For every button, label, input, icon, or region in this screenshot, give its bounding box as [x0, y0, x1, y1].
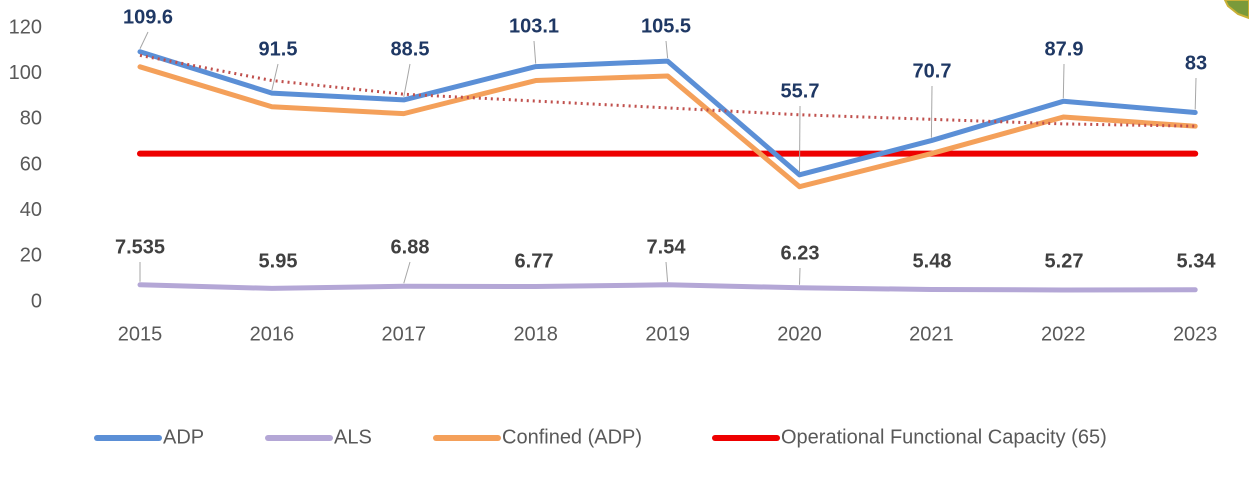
leader-line [139, 31, 149, 49]
data-label: 83 [1185, 52, 1207, 74]
data-label: 7.54 [647, 236, 687, 258]
series-line [137, 64, 1198, 190]
data-label: 5.48 [913, 250, 952, 272]
legend-label: Operational Functional Capacity (65) [781, 426, 1107, 448]
data-label: 6.88 [391, 236, 430, 258]
x-tick-label: 2022 [1041, 323, 1086, 345]
x-tick-label: 2015 [118, 323, 163, 345]
y-tick-label: 120 [9, 16, 42, 38]
data-label: 105.5 [641, 15, 691, 37]
data-label: 6.23 [781, 242, 820, 264]
series-line [137, 49, 1198, 178]
y-tick-label: 20 [20, 245, 42, 267]
legend-label: ALS [334, 426, 372, 448]
leader-line [403, 261, 411, 284]
leader-line [1062, 63, 1065, 99]
y-tick-label: 60 [20, 153, 42, 175]
data-label: 103.1 [509, 15, 559, 37]
logo [1223, 0, 1249, 20]
trendline [139, 53, 1196, 128]
data-label: 6.77 [515, 250, 554, 272]
legend-label: ADP [163, 426, 204, 448]
leader-line [665, 261, 669, 282]
data-label: 55.7 [781, 80, 820, 102]
legend-label: Confined (ADP) [502, 426, 642, 448]
data-label: 70.7 [913, 60, 952, 82]
y-tick-label: 80 [20, 108, 42, 130]
leader-line [930, 85, 933, 138]
y-tick-label: 40 [20, 199, 42, 221]
data-label: 91.5 [259, 38, 298, 60]
y-tick-label: 100 [9, 62, 42, 84]
leader-line [665, 40, 669, 59]
data-label: 5.95 [259, 250, 298, 272]
series-line [137, 282, 1198, 293]
y-tick-label: 0 [31, 290, 42, 312]
data-label: 7.535 [115, 236, 165, 258]
x-tick-label: 2023 [1173, 323, 1218, 345]
leader-line [799, 267, 801, 285]
leader-line [533, 40, 537, 64]
x-tick-label: 2016 [250, 323, 295, 345]
x-tick-label: 2020 [777, 323, 822, 345]
x-tick-label: 2018 [513, 323, 558, 345]
data-label: 87.9 [1045, 38, 1084, 60]
x-tick-label: 2017 [382, 323, 427, 345]
data-label: 109.6 [123, 6, 173, 28]
leader-line [403, 63, 411, 98]
data-label: 88.5 [391, 38, 430, 60]
x-tick-label: 2019 [645, 323, 690, 345]
leader-line [799, 105, 801, 172]
leader-line [271, 63, 279, 91]
data-label: 5.34 [1177, 250, 1217, 272]
leader-line [1194, 77, 1197, 110]
data-label: 5.27 [1045, 250, 1084, 272]
x-tick-label: 2021 [909, 323, 954, 345]
